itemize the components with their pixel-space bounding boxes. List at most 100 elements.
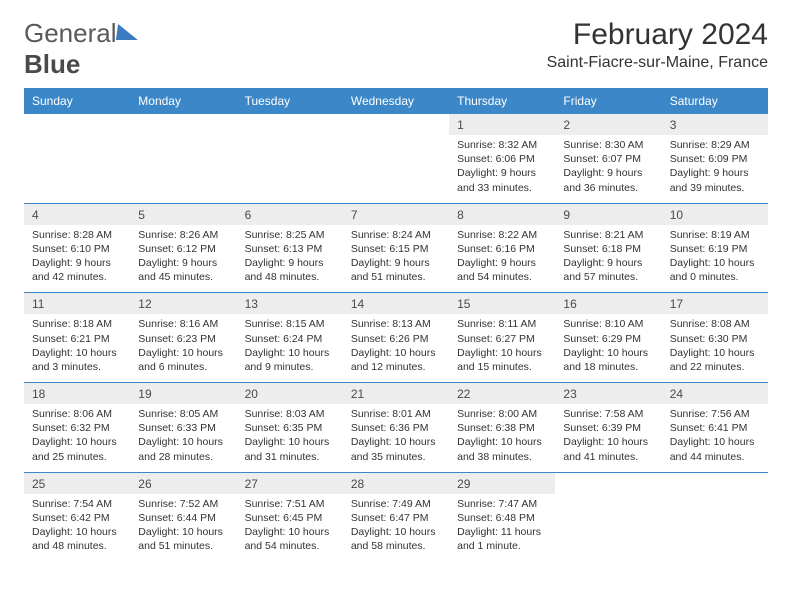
info-line: Sunrise: 8:24 AM	[351, 228, 441, 242]
day-number-cell: 12	[130, 293, 236, 314]
info-line: Daylight: 9 hours	[351, 256, 441, 270]
calendar-table: Sunday Monday Tuesday Wednesday Thursday…	[24, 88, 768, 561]
info-line: Daylight: 9 hours	[457, 166, 547, 180]
info-line: and 54 minutes.	[245, 539, 335, 553]
info-line: Daylight: 10 hours	[457, 346, 547, 360]
day-info-cell: Sunrise: 7:58 AMSunset: 6:39 PMDaylight:…	[555, 404, 661, 472]
dayhead-mon: Monday	[130, 88, 236, 114]
info-line: Sunrise: 8:05 AM	[138, 407, 228, 421]
info-line: Daylight: 10 hours	[670, 435, 760, 449]
title-block: February 2024 Saint-Fiacre-sur-Maine, Fr…	[547, 18, 768, 72]
day-info-cell: Sunrise: 7:51 AMSunset: 6:45 PMDaylight:…	[237, 494, 343, 562]
info-line: Sunset: 6:24 PM	[245, 332, 335, 346]
info-line: Daylight: 10 hours	[670, 256, 760, 270]
info-line: Sunset: 6:38 PM	[457, 421, 547, 435]
logo-text: General Blue	[24, 18, 143, 80]
day-info-cell: Sunrise: 8:00 AMSunset: 6:38 PMDaylight:…	[449, 404, 555, 472]
info-line: Sunset: 6:19 PM	[670, 242, 760, 256]
info-line: Daylight: 9 hours	[670, 166, 760, 180]
day-number-cell: 18	[24, 383, 130, 404]
info-line: Sunrise: 7:47 AM	[457, 497, 547, 511]
day-info-row: Sunrise: 8:18 AMSunset: 6:21 PM Daylight:…	[24, 314, 768, 382]
info-line: and 42 minutes.	[32, 270, 122, 284]
info-line: Daylight: 11 hours	[457, 525, 547, 539]
day-info-cell: Sunrise: 8:05 AMSunset: 6:33 PMDaylight:…	[130, 404, 236, 472]
day-info-cell: Sunrise: 8:16 AMSunset: 6:23 PMDaylight:…	[130, 314, 236, 382]
info-line: Sunset: 6:09 PM	[670, 152, 760, 166]
day-number-cell: 29	[449, 473, 555, 494]
day-number-row: 2526272829	[24, 473, 768, 494]
day-number-row: 123	[24, 114, 768, 135]
day-number-cell: 9	[555, 204, 661, 225]
day-number-cell: 11	[24, 293, 130, 314]
day-info-cell: Sunrise: 8:19 AMSunset: 6:19 PMDaylight:…	[662, 225, 768, 293]
info-line: Daylight: 10 hours	[138, 435, 228, 449]
day-number-cell	[555, 473, 661, 494]
day-number-cell: 15	[449, 293, 555, 314]
info-line: Sunrise: 8:26 AM	[138, 228, 228, 242]
day-number-cell	[130, 114, 236, 135]
info-line: and 44 minutes.	[670, 450, 760, 464]
info-line: Sunset: 6:33 PM	[138, 421, 228, 435]
info-line: Sunset: 6:18 PM	[563, 242, 653, 256]
day-number-cell: 25	[24, 473, 130, 494]
info-line: and 3 minutes.	[32, 360, 122, 374]
day-info-cell: Sunrise: 8:21 AMSunset: 6:18 PMDaylight:…	[555, 225, 661, 293]
logo-triangle-icon	[117, 20, 143, 42]
day-info-cell: Sunrise: 7:52 AMSunset: 6:44 PMDaylight:…	[130, 494, 236, 562]
day-number-cell: 7	[343, 204, 449, 225]
day-number-cell: 4	[24, 204, 130, 225]
day-info-cell: Sunrise: 8:13 AMSunset: 6:26 PMDaylight:…	[343, 314, 449, 382]
info-line: Sunset: 6:45 PM	[245, 511, 335, 525]
day-info-row: Sunrise: 8:32 AMSunset: 6:06 PMDaylight:…	[24, 135, 768, 203]
info-line: and 1 minute.	[457, 539, 547, 553]
info-line: and 38 minutes.	[457, 450, 547, 464]
info-line: Sunrise: 8:25 AM	[245, 228, 335, 242]
info-line: Sunrise: 8:13 AM	[351, 317, 441, 331]
info-line: Sunrise: 8:16 AM	[138, 317, 228, 331]
dayhead-sun: Sunday	[24, 88, 130, 114]
info-line: Sunrise: 8:08 AM	[670, 317, 760, 331]
day-info-cell	[343, 135, 449, 203]
info-line: Sunrise: 8:10 AM	[563, 317, 653, 331]
info-line: and 39 minutes.	[670, 181, 760, 195]
info-line: Sunset: 6:36 PM	[351, 421, 441, 435]
info-line: Sunset: 6:42 PM	[32, 511, 122, 525]
day-info-cell	[237, 135, 343, 203]
info-line: and 36 minutes.	[563, 181, 653, 195]
info-line: and 35 minutes.	[351, 450, 441, 464]
info-line: Daylight: 10 hours	[351, 525, 441, 539]
day-number-cell: 27	[237, 473, 343, 494]
location: Saint-Fiacre-sur-Maine, France	[547, 54, 768, 72]
info-line: Sunset: 6:21 PM	[32, 332, 122, 346]
day-number-row: 18192021222324	[24, 383, 768, 404]
info-line: Sunrise: 8:19 AM	[670, 228, 760, 242]
day-info-cell: Sunrise: 8:29 AMSunset: 6:09 PMDaylight:…	[662, 135, 768, 203]
info-line: and 6 minutes.	[138, 360, 228, 374]
calendar-body: 123Sunrise: 8:32 AMSunset: 6:06 PMDaylig…	[24, 114, 768, 561]
day-info-cell: Sunrise: 8:32 AMSunset: 6:06 PMDaylight:…	[449, 135, 555, 203]
day-number-cell: 2	[555, 114, 661, 135]
info-line: and 58 minutes.	[351, 539, 441, 553]
info-line: Sunrise: 8:06 AM	[32, 407, 122, 421]
info-line: and 33 minutes.	[457, 181, 547, 195]
info-line: Sunrise: 8:00 AM	[457, 407, 547, 421]
info-line: Sunset: 6:12 PM	[138, 242, 228, 256]
info-line: Sunrise: 8:30 AM	[563, 138, 653, 152]
info-line: Sunset: 6:15 PM	[351, 242, 441, 256]
day-info-cell: Sunrise: 7:56 AMSunset: 6:41 PMDaylight:…	[662, 404, 768, 472]
info-line: and 0 minutes.	[670, 270, 760, 284]
info-line: Sunrise: 7:56 AM	[670, 407, 760, 421]
info-line: and 51 minutes.	[351, 270, 441, 284]
day-number-cell: 22	[449, 383, 555, 404]
info-line: and 45 minutes.	[138, 270, 228, 284]
info-line: Sunrise: 8:21 AM	[563, 228, 653, 242]
info-line: Sunrise: 7:58 AM	[563, 407, 653, 421]
day-number-cell	[237, 114, 343, 135]
info-line: Daylight: 10 hours	[245, 435, 335, 449]
info-line: and 41 minutes.	[563, 450, 653, 464]
info-line: Daylight: 9 hours	[563, 166, 653, 180]
day-number-cell: 13	[237, 293, 343, 314]
day-info-row: Sunrise: 8:06 AMSunset: 6:32 PMDaylight:…	[24, 404, 768, 472]
info-line: Sunrise: 8:18 AM	[32, 317, 122, 331]
